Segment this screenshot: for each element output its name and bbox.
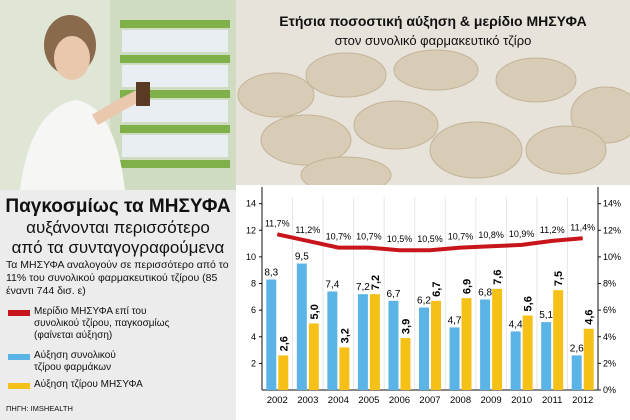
line-label: 11,2% — [540, 225, 565, 235]
line — [276, 232, 583, 253]
bar-label: 8,3 — [264, 268, 278, 279]
bar-label: 2,6 — [570, 343, 584, 354]
y2-tick-label: 8% — [603, 279, 616, 289]
legend-swatch — [8, 354, 30, 360]
bar-label: 7,6 — [492, 270, 504, 285]
bar-label: 7,2 — [370, 275, 382, 290]
y2-tick-label: 12% — [603, 225, 621, 235]
headline: αυξάνονται περισσότερο — [26, 218, 210, 237]
photo — [0, 0, 236, 190]
bar-label: 5,0 — [309, 304, 321, 319]
bar-label: 7,5 — [553, 271, 565, 286]
legend-swatch — [8, 383, 30, 389]
bar — [571, 355, 582, 390]
headline: από τα συνταγογραφούμενα — [11, 238, 225, 257]
bar-label: 6,9 — [462, 279, 474, 294]
bar-label: 6,7 — [431, 282, 443, 297]
bar-label: 6,2 — [417, 295, 431, 306]
line-label: 10,8% — [478, 230, 504, 240]
y2-tick-label: 0% — [603, 385, 616, 395]
chart-subtitle: στον συνολικό φαρμακευτικό τζίρο — [335, 33, 532, 48]
x-tick-label: 2005 — [358, 395, 379, 406]
y-tick-label: 12 — [246, 225, 256, 235]
line-label: 11,4% — [570, 222, 595, 232]
bar — [308, 323, 319, 390]
y-tick-label: 4 — [251, 332, 256, 342]
y2-tick-label: 2% — [603, 358, 616, 368]
y-tick-label: 14 — [246, 199, 256, 209]
headline: Παγκοσμίως τα ΜΗΣΥΦΑ — [5, 196, 231, 217]
x-tick-label: 2008 — [450, 395, 471, 406]
bar-label: 6,8 — [478, 287, 492, 298]
y-tick-label: 8 — [251, 279, 256, 289]
bar-label: 3,9 — [400, 319, 412, 334]
left-panel: Παγκοσμίως τα ΜΗΣΥΦΑ αυξάνονται περισσότ… — [0, 0, 236, 420]
line-label: 11,2% — [295, 225, 320, 235]
x-tick-label: 2006 — [389, 395, 410, 406]
bar — [510, 331, 521, 390]
bar — [480, 299, 491, 390]
line-label: 10,7% — [448, 232, 474, 242]
bar — [400, 338, 411, 390]
bar-label: 5,6 — [523, 296, 535, 311]
bar-label: 5,1 — [539, 310, 553, 321]
x-tick-label: 2007 — [419, 395, 440, 406]
bar — [583, 328, 594, 390]
chart: Ετήσια ποσοστική αύξηση & μερίδιο ΜΗΣΥΦΑ… — [236, 0, 630, 420]
legend-label: Αύξηση τζίρου ΜΗΣΥΦΑ — [34, 379, 143, 390]
x-tick-label: 2002 — [267, 395, 288, 406]
source: ΠΗΓΗ: IMSHEALTH — [6, 404, 73, 413]
bar-label: 9,5 — [295, 252, 309, 263]
line-label: 11,7% — [265, 218, 290, 228]
x-tick-label: 2012 — [572, 395, 593, 406]
bar-label: 4,7 — [448, 315, 462, 326]
chart-title: Ετήσια ποσοστική αύξηση & μερίδιο ΜΗΣΥΦΑ — [279, 13, 586, 29]
y2-tick-label: 6% — [603, 305, 616, 315]
bar — [278, 355, 289, 390]
bar-label: 3,2 — [339, 328, 351, 343]
bar — [339, 347, 350, 390]
legend-label: Αύξηση συνολικού τζίρου φαρμάκων — [34, 350, 116, 373]
bar — [357, 294, 368, 390]
bar — [369, 294, 380, 390]
y2-tick-label: 10% — [603, 252, 621, 262]
bar-label: 7,2 — [356, 282, 370, 293]
bar — [461, 298, 472, 390]
bar — [522, 315, 533, 390]
bar — [419, 307, 429, 390]
y-tick-label: 6 — [251, 305, 256, 315]
x-tick-label: 2010 — [511, 395, 532, 406]
line-label: 10,5% — [417, 234, 443, 244]
bar — [431, 300, 441, 390]
y-tick-label: 2 — [251, 358, 256, 368]
x-tick-label: 2003 — [297, 395, 318, 406]
legend-swatch — [8, 310, 30, 316]
y-tick-label: 10 — [246, 252, 256, 262]
line-label: 10,5% — [387, 234, 413, 244]
legend-label: Μερίδιο ΜΗΣΥΦΑ επί του συνολικού τζίρου,… — [34, 306, 170, 341]
bar — [327, 291, 338, 390]
bar — [296, 263, 307, 390]
bar-label: 4,4 — [509, 319, 523, 330]
bar-label: 7,4 — [325, 280, 339, 291]
bar — [541, 322, 552, 390]
bar-label: 6,7 — [387, 289, 401, 300]
x-tick-label: 2011 — [542, 395, 562, 406]
x-tick-label: 2009 — [481, 395, 502, 406]
y2-tick-label: 14% — [603, 199, 621, 209]
line-label: 10,7% — [326, 232, 352, 242]
bar — [553, 290, 564, 390]
line-label: 10,9% — [509, 229, 535, 239]
bar — [266, 279, 277, 390]
bar-label: 2,6 — [278, 336, 290, 351]
bar-label: 4,6 — [584, 309, 596, 324]
line-label: 10,7% — [356, 232, 382, 242]
bar — [388, 300, 399, 390]
bar — [492, 288, 503, 390]
x-tick-label: 2004 — [328, 395, 349, 406]
bar — [449, 327, 460, 390]
description: Τα ΜΗΣΥΦΑ αναλογούν σε περισσότερο από τ… — [6, 259, 229, 297]
y2-tick-label: 4% — [603, 332, 616, 342]
